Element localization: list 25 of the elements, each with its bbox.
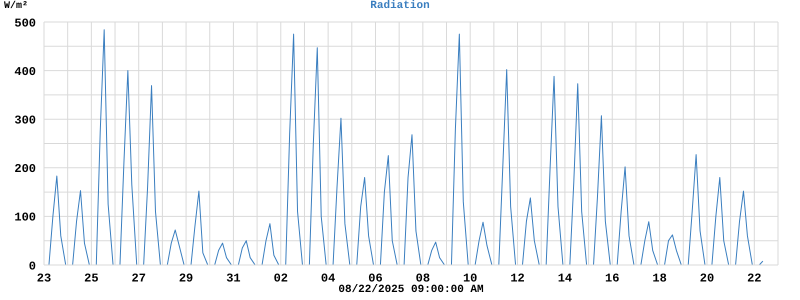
y-tick-label: 500 (14, 16, 36, 30)
x-tick-label: 18 (652, 272, 667, 286)
x-tick-label: 27 (132, 272, 146, 286)
y-tick-label: 100 (14, 210, 36, 225)
x-tick-label: 16 (605, 272, 620, 286)
y-tick-label: 400 (14, 64, 36, 79)
x-tick-label: 12 (510, 272, 525, 286)
y-tick-label: 200 (14, 162, 36, 176)
x-tick-label: 23 (36, 272, 52, 286)
x-tick-label: 02 (274, 272, 288, 286)
x-tick-label: 29 (178, 272, 194, 286)
x-tick-label: 25 (84, 272, 99, 286)
x-tick-label: 31 (226, 272, 241, 286)
y-tick-label: 300 (14, 113, 36, 128)
x-tick-label: 22 (747, 272, 762, 286)
chart-title: Radiation (370, 0, 430, 12)
x-tick-label: 04 (320, 272, 336, 286)
y-axis-title: W/m² (4, 1, 28, 12)
x-tick-label: 14 (558, 272, 572, 286)
line-series (48, 29, 764, 265)
y-tick-label: 0 (28, 259, 36, 274)
x-tick-label: 20 (700, 272, 714, 286)
x-tick-label: 10 (462, 272, 478, 286)
x-axis-title: 08/22/2025 09:00:00 AM (337, 284, 485, 296)
x-tick-label: 08 (416, 272, 430, 286)
